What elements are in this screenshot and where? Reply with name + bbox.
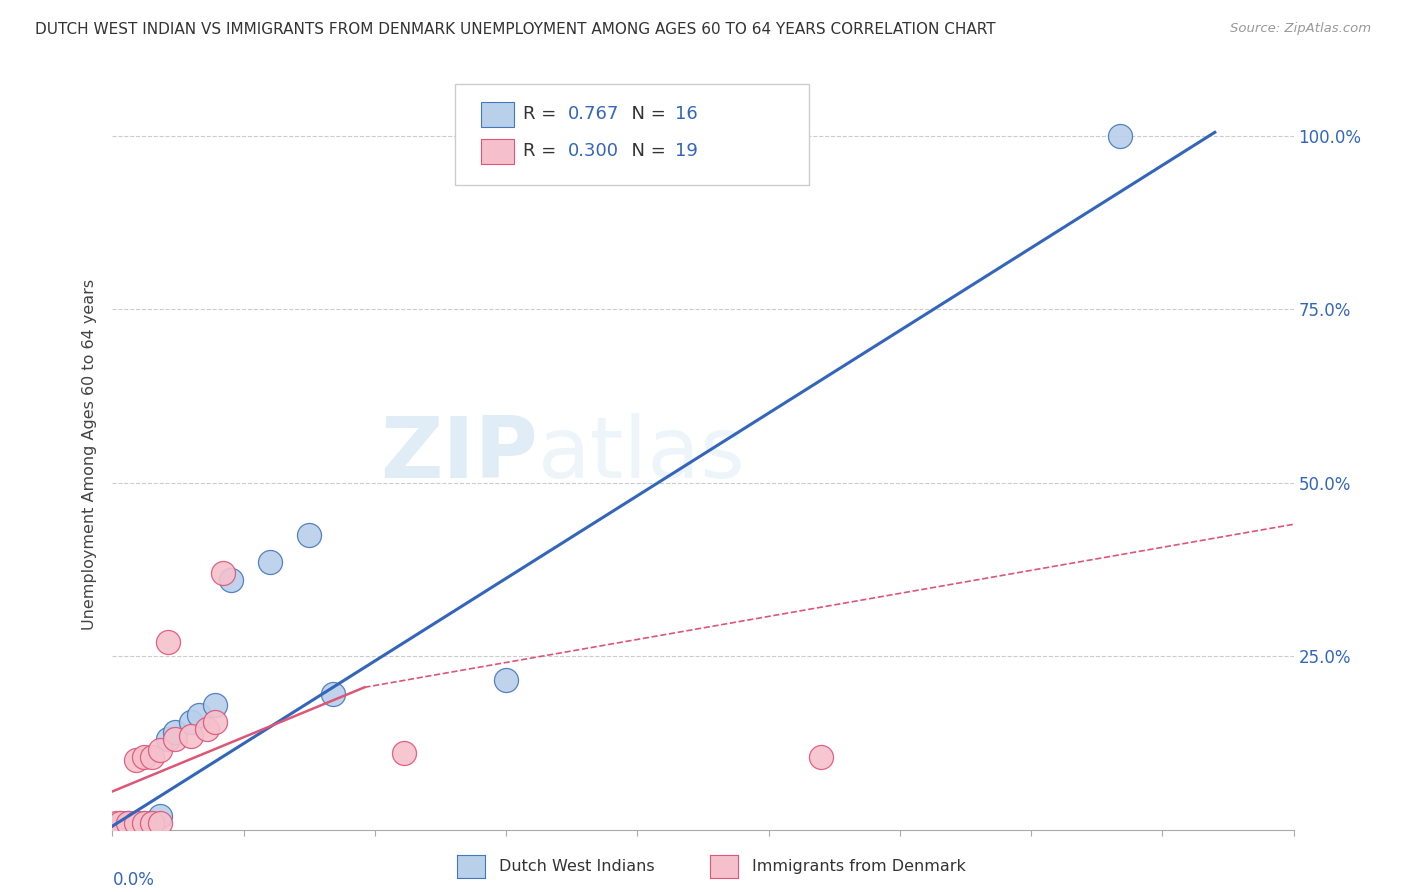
Text: 16: 16 xyxy=(675,105,697,123)
Point xyxy=(110,815,132,830)
Point xyxy=(156,635,179,649)
Point xyxy=(259,556,281,570)
Text: 0.767: 0.767 xyxy=(568,105,620,123)
Point xyxy=(211,566,233,580)
Text: atlas: atlas xyxy=(537,413,745,497)
Point xyxy=(141,815,163,830)
Text: R =: R = xyxy=(523,143,562,161)
Point xyxy=(110,815,132,830)
Text: 0.0%: 0.0% xyxy=(112,871,155,888)
Point xyxy=(132,749,155,764)
Point xyxy=(195,722,218,736)
Point xyxy=(149,743,172,757)
Text: Dutch West Indians: Dutch West Indians xyxy=(499,859,655,873)
Point xyxy=(141,749,163,764)
Point xyxy=(392,746,415,760)
Text: ZIP: ZIP xyxy=(380,413,537,497)
Point xyxy=(810,749,832,764)
Point xyxy=(180,714,202,729)
Point xyxy=(219,573,242,587)
Point xyxy=(105,815,128,830)
Point xyxy=(149,808,172,822)
Point xyxy=(125,815,148,830)
Point xyxy=(188,708,211,723)
Text: R =: R = xyxy=(523,105,562,123)
Text: 0.300: 0.300 xyxy=(568,143,620,161)
Point xyxy=(165,725,187,739)
Text: N =: N = xyxy=(620,105,672,123)
Point xyxy=(204,714,226,729)
Point xyxy=(117,815,139,830)
Point xyxy=(141,815,163,830)
Point xyxy=(125,753,148,767)
FancyBboxPatch shape xyxy=(481,102,515,127)
Point xyxy=(180,729,202,743)
Point xyxy=(1109,128,1132,143)
Text: DUTCH WEST INDIAN VS IMMIGRANTS FROM DENMARK UNEMPLOYMENT AMONG AGES 60 TO 64 YE: DUTCH WEST INDIAN VS IMMIGRANTS FROM DEN… xyxy=(35,22,995,37)
Point xyxy=(125,815,148,830)
Point xyxy=(117,815,139,830)
Y-axis label: Unemployment Among Ages 60 to 64 years: Unemployment Among Ages 60 to 64 years xyxy=(82,279,97,631)
Text: Source: ZipAtlas.com: Source: ZipAtlas.com xyxy=(1230,22,1371,36)
Point xyxy=(156,732,179,747)
Point xyxy=(149,815,172,830)
Point xyxy=(165,732,187,747)
Point xyxy=(495,673,517,688)
FancyBboxPatch shape xyxy=(481,139,515,164)
Text: N =: N = xyxy=(620,143,672,161)
Text: 19: 19 xyxy=(675,143,697,161)
Text: Immigrants from Denmark: Immigrants from Denmark xyxy=(752,859,966,873)
Point xyxy=(132,815,155,830)
FancyBboxPatch shape xyxy=(456,84,810,186)
Point xyxy=(204,698,226,712)
Point xyxy=(322,687,344,701)
Point xyxy=(298,527,321,541)
Point xyxy=(132,815,155,830)
